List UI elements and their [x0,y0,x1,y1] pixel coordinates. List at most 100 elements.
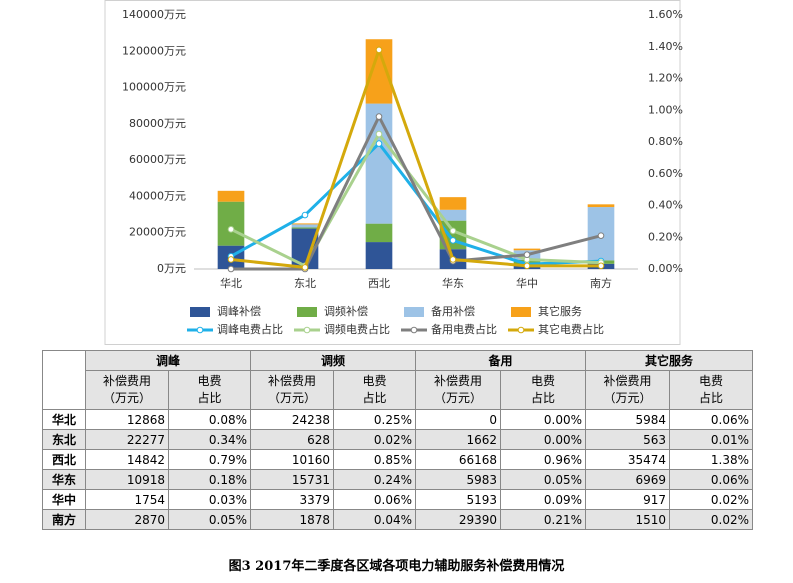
line-marker [375,140,383,147]
legend-label: 调峰电费占比 [217,322,283,336]
table-cell: 0.18% [168,469,251,490]
line-marker [523,262,531,270]
legend-marker [410,326,418,334]
legend-swatch [404,307,424,317]
legend-label: 其它服务 [538,304,582,318]
table-cell: 917 [585,489,670,510]
legend-swatch [297,307,317,317]
table-cell: 2870 [85,509,169,530]
table-cell: 24238 [250,409,334,430]
line-marker [227,256,235,263]
table-cell: 0.79% [168,449,251,470]
line [231,113,602,271]
y2-tick-label: 1.40% [648,40,683,53]
group-header: 备用 [415,350,586,371]
line-marker [375,113,383,120]
y-tick-label: 0万元 [157,262,186,275]
y-tick-label: 40000万元 [129,189,186,202]
sub-header: 电费 占比 [500,370,586,410]
legend-swatch [190,307,210,317]
table-cell: 0.25% [333,409,416,430]
row-header: 南方 [42,509,86,530]
y-tick-label: 20000万元 [129,226,186,239]
row-header: 西北 [42,449,86,470]
sub-header: 补偿费用 （万元） [585,370,670,410]
table-cell: 10160 [250,449,334,470]
line-marker [375,46,383,54]
bar-segment [291,227,319,229]
table-cell: 5193 [415,489,501,510]
table-cell: 0.00% [500,409,586,430]
line-marker [449,227,457,235]
table-cell: 0 [415,409,501,430]
sub-header-line: （万元） [267,391,316,405]
table-cell: 0.21% [500,509,586,530]
table-cell: 3379 [250,489,334,510]
x-tick-label: 南方 [590,276,612,290]
row-header: 华北 [42,409,86,430]
table-cell: 22277 [85,429,169,450]
sub-header: 电费 占比 [333,370,416,410]
table-cell: 29390 [415,509,501,530]
x-tick-label: 西北 [368,277,390,290]
line-marker [597,262,605,270]
table-cell: 628 [250,429,334,450]
table-row: 华中 1754 0.03% 3379 0.06% 5193 0.09% 917 0.02% [42,489,753,510]
bar-segment [365,103,393,224]
sub-header-line: 占比 [530,391,555,405]
x-tick-label: 华中 [516,276,538,290]
bar-segment [217,201,245,246]
table-cell: 14842 [85,449,169,470]
table-cell: 15731 [250,469,334,490]
table-row: 华北 12868 0.08% 24238 0.25% 0 0.00% 5984 0.06% [42,409,753,430]
table-cell: 0.09% [500,489,586,510]
line-marker [301,211,309,219]
y2-tick-label: 0.00% [648,262,683,275]
bar-segment [439,209,467,221]
group-header: 调峰 [85,350,251,371]
table-row: 调峰 调频 备用 其它服务 [42,350,753,410]
y2-tick-label: 1.60% [648,8,683,21]
group-header: 其它服务 [585,350,753,371]
table-cell: 0.03% [168,489,251,510]
table-cell: 0.06% [669,469,753,490]
bar-segment [587,204,615,208]
bar-segment [439,197,467,210]
sub-header-line: 补偿费用 [102,374,151,388]
bar-segment [513,248,541,251]
line [230,131,602,268]
sub-header-line: （万元） [102,391,151,405]
sub-header-line: 补偿费用 [603,374,652,388]
table-cell: 0.24% [333,469,416,490]
group-header: 调频 [250,350,416,371]
table-cell: 66168 [415,449,501,470]
table-cell: 0.02% [669,489,753,510]
row-header: 华中 [42,489,86,510]
sub-header: 电费 占比 [168,370,251,410]
table-cell: 0.02% [669,509,753,530]
table-cell: 0.34% [168,429,251,450]
chart-border [104,0,681,345]
y2-tick-label: 1.20% [648,72,683,85]
table-row: 东北 22277 0.34% 628 0.02% 1662 0.00% 563 0.01% [42,429,753,450]
table-cell: 0.96% [500,449,586,470]
bar-segment [217,190,245,202]
table-cell: 10918 [85,469,169,490]
line-marker [523,251,531,259]
table-cell: 0.02% [333,429,416,450]
table-cell: 12868 [85,409,169,430]
y2-tick-label: 0.40% [648,199,683,212]
table-cell: 0.08% [168,409,251,430]
x-tick-label: 东北 [294,277,316,290]
sub-header: 补偿费用 （万元） [250,370,334,410]
table-cell: 1662 [415,429,501,450]
table-cell: 5983 [415,469,501,490]
bar-segment [291,224,319,228]
bar-segment [365,242,393,269]
table-cell: 0.06% [669,409,753,430]
table-cell: 0.05% [500,469,586,490]
table-cell: 0.05% [168,509,251,530]
sub-header: 补偿费用 （万元） [415,370,501,410]
line [230,45,601,270]
